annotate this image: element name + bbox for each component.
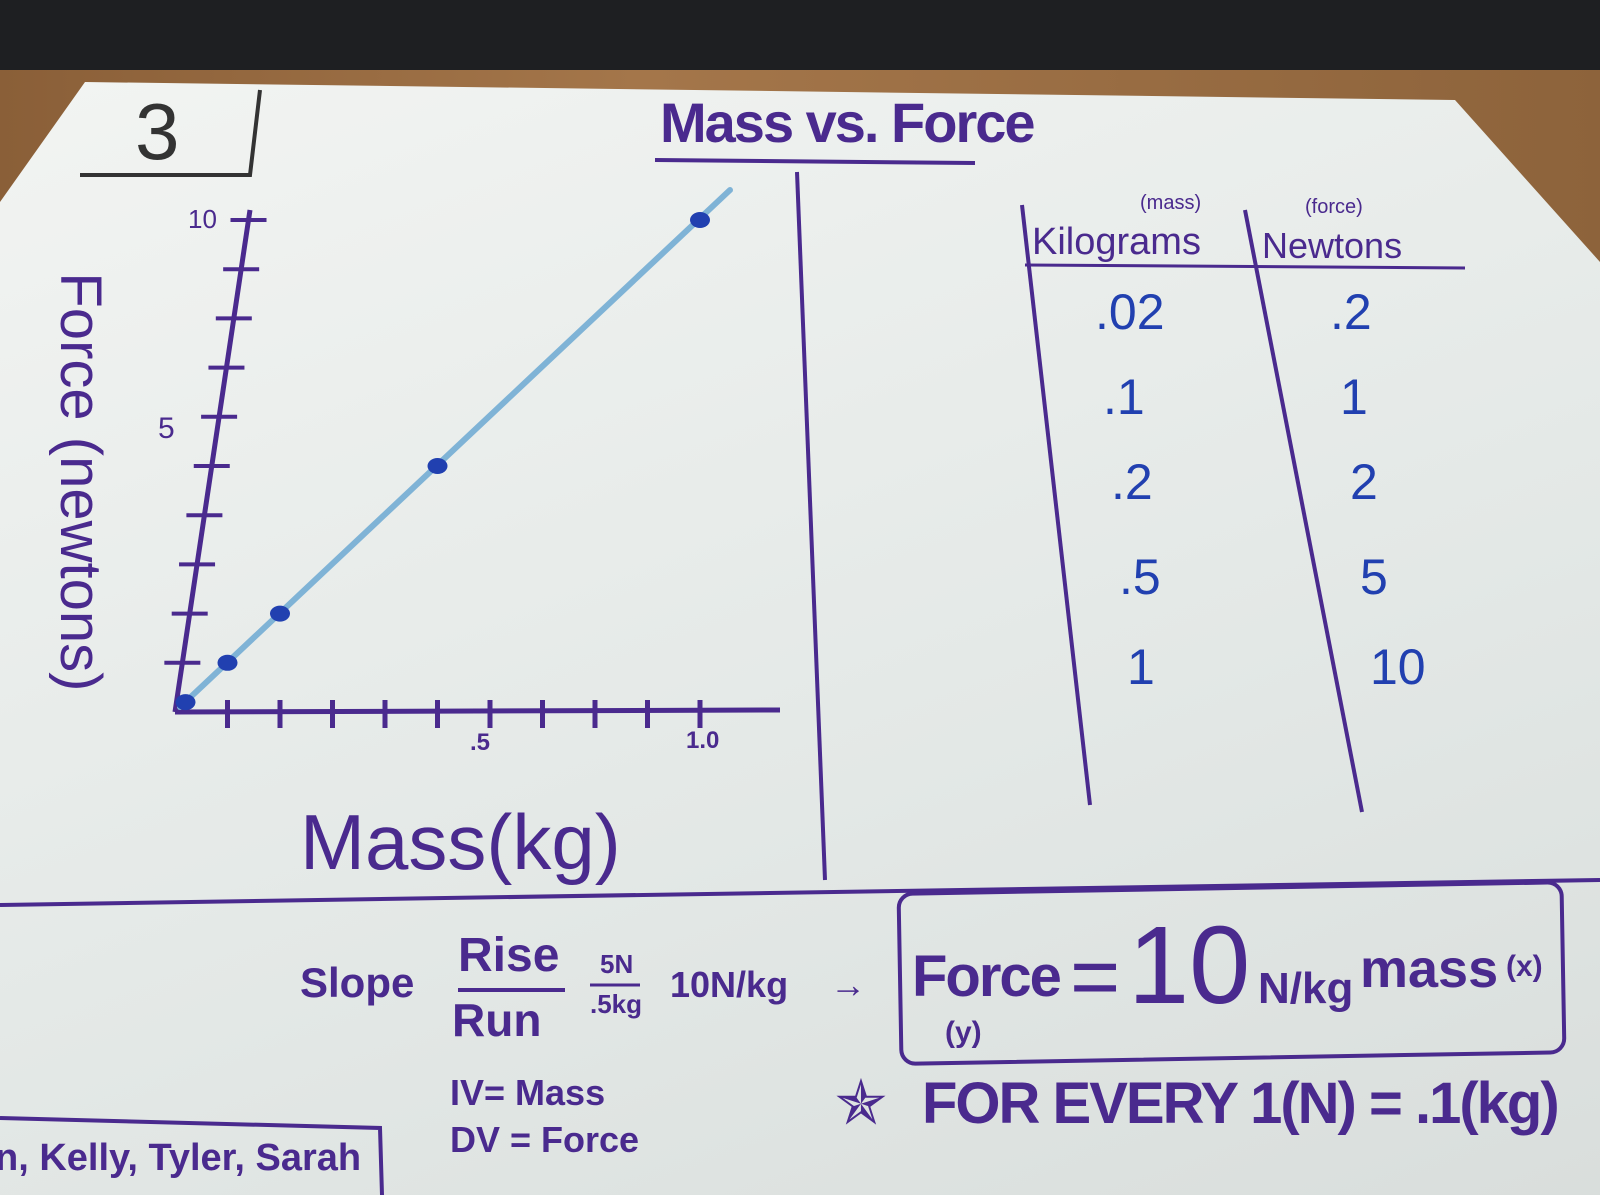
data-point — [690, 212, 710, 228]
y-tick-label-5: 5 — [158, 412, 175, 445]
equation-coef: 10 — [1128, 904, 1251, 1027]
slope-result: 10N/kg — [670, 964, 789, 1005]
equation-lhs-var: (y) — [945, 1016, 982, 1049]
dependent-variable: DV = Force — [450, 1119, 640, 1160]
slope-rise: Rise — [458, 929, 560, 982]
table-cell-mass: .02 — [1095, 284, 1165, 340]
slope-denominator: .5kg — [590, 989, 643, 1019]
note-text: FOR EVERY 1(N) = .1(kg) — [922, 1071, 1560, 1136]
table-cell-mass: 1 — [1127, 639, 1155, 695]
slope-label: Slope — [300, 959, 415, 1006]
divider-horizontal — [0, 878, 1600, 907]
table-line-left — [1020, 204, 1092, 806]
table-cell-force: 2 — [1350, 454, 1378, 510]
data-point — [427, 458, 448, 474]
slope-run: Run — [452, 994, 542, 1046]
table-cell-force: 10 — [1370, 639, 1426, 695]
x-tick-label-one: 1.0 — [686, 727, 720, 754]
data-point — [217, 654, 238, 671]
equation-rhs: mass — [1360, 939, 1499, 999]
table-header-kilograms: Kilograms — [1032, 221, 1201, 263]
x-axis — [174, 707, 781, 715]
y-axis — [172, 209, 253, 713]
data-point — [175, 694, 196, 711]
data-point — [270, 605, 290, 622]
equation-lhs: Force — [912, 944, 1062, 1009]
title-underline — [654, 158, 976, 165]
x-tick-label-half: .5 — [470, 729, 491, 756]
equation-unit: N/kg — [1258, 964, 1354, 1013]
table-header-newtons: Newtons — [1262, 225, 1403, 266]
equation-box — [896, 880, 1567, 1066]
table-cell-mass: .1 — [1103, 369, 1145, 425]
table-cell-mass: .5 — [1119, 549, 1161, 605]
chart-marks — [175, 187, 733, 711]
number-box — [80, 89, 262, 177]
page-title: Mass vs. Force — [660, 91, 1036, 154]
equation-rhs-var: (x) — [1506, 950, 1543, 983]
group-names: n, Kelly, Tyler, Sarah — [0, 1137, 362, 1179]
y-axis-label: Force (newtons) — [47, 272, 113, 692]
board-number: 3 — [135, 87, 180, 176]
y-tick-label-10: 10 — [188, 204, 217, 234]
names-box — [0, 1116, 384, 1195]
star-icon: ✯ — [835, 1069, 887, 1138]
table-header-sub-force: (force) — [1305, 196, 1363, 218]
chart-axes — [164, 209, 781, 728]
table-header-sub-mass: (mass) — [1140, 192, 1202, 214]
table-cell-force: 5 — [1360, 549, 1388, 605]
table-line-middle — [1243, 209, 1364, 813]
series-line — [177, 187, 733, 710]
equals-sign: = — [1070, 929, 1121, 1025]
independent-variable: IV= Mass — [450, 1072, 606, 1113]
arrow-icon: → — [830, 964, 866, 1005]
table-header-line — [1024, 263, 1466, 270]
divider-vertical — [795, 171, 827, 881]
table-cell-force: 1 — [1340, 369, 1368, 425]
table-cell-force: .2 — [1330, 284, 1372, 340]
slope-numerator: 5N — [600, 949, 634, 979]
x-axis-label: Mass(kg) — [300, 798, 621, 886]
table-cell-mass: .2 — [1111, 454, 1153, 510]
